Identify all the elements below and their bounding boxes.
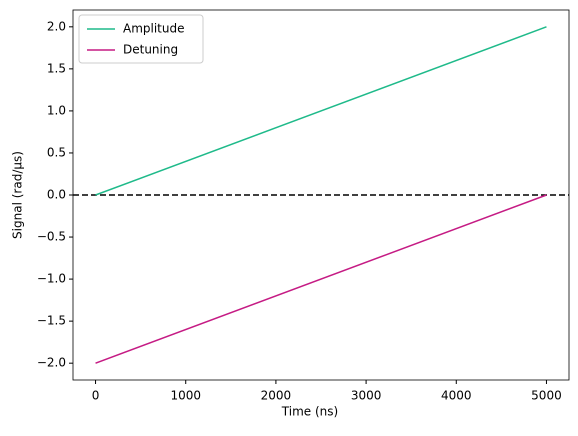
plot-frame [72,9,570,381]
x-tick-label: 3000 [351,389,382,403]
y-tick-label: −1.5 [37,314,66,328]
y-axis-label: Signal (rad/µs) [11,151,25,239]
x-tick-label: 1000 [170,389,201,403]
y-tick-label: 1.0 [47,103,66,117]
y-tick-label: 2.0 [47,19,66,33]
series-line [95,194,547,364]
x-tick-label: 4000 [441,389,472,403]
x-tick-label: 2000 [261,389,292,403]
y-tick-label: −0.5 [37,230,66,244]
y-tick-label: −1.0 [37,272,66,286]
x-tick-label: 0 [92,389,100,403]
x-tick-label: 5000 [531,389,562,403]
y-tick-label: −2.0 [37,356,66,370]
y-tick-label: 0.0 [47,188,66,202]
series-line [95,26,547,196]
legend-label: Amplitude [123,22,185,36]
legend-label: Detuning [123,43,178,57]
x-axis-label: Time (ns) [281,405,338,419]
y-tick-label: 1.5 [47,61,66,75]
y-tick-label: 0.5 [47,145,66,159]
legend-box [78,14,204,64]
